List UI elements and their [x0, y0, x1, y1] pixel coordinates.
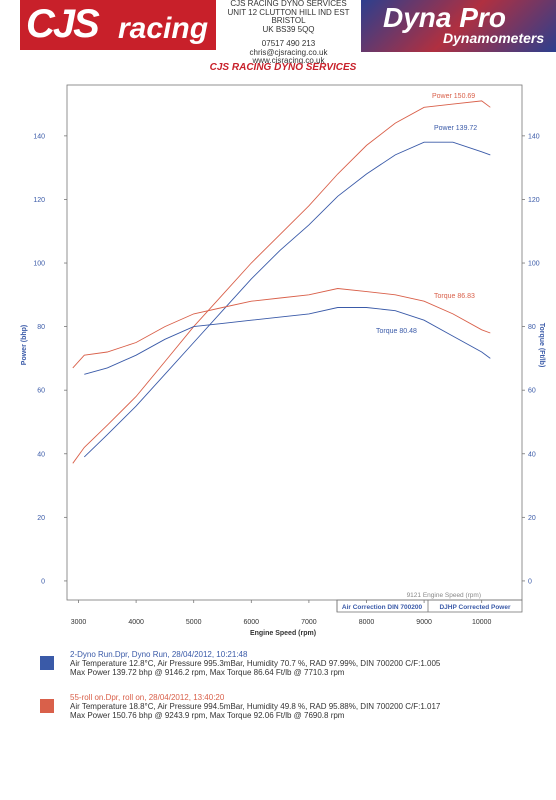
logo-text: Dynamometers [443, 30, 545, 46]
y2-axis-label: Torque (Ft/lb) [538, 323, 545, 368]
y2-tick-label: 100 [528, 261, 540, 268]
y2-tick-label: 120 [528, 197, 540, 204]
run-entry: 2-Dyno Run.Dpr, Dyno Run, 28/04/2012, 10… [40, 650, 540, 677]
series-line [72, 288, 491, 369]
footer-note: 9121 Engine Speed (rpm) [407, 592, 481, 599]
y-tick-label: 0 [41, 578, 45, 585]
footer-note: DJHP Corrected Power [439, 604, 511, 611]
y2-tick-label: 60 [528, 388, 536, 395]
x-axis-label: Engine Speed (rpm) [250, 630, 316, 637]
x-tick-label: 6000 [244, 619, 260, 626]
y2-tick-label: 80 [528, 324, 536, 331]
x-tick-label: 10000 [472, 619, 492, 626]
x-tick-label: 8000 [359, 619, 375, 626]
logo-text: CJS [26, 2, 100, 46]
y-tick-label: 20 [37, 515, 45, 522]
left-logo: CJS racing [20, 0, 216, 50]
footer-note: Air Correction DIN 700200 [342, 604, 423, 611]
y-tick-label: 100 [33, 261, 45, 268]
y-tick-label: 140 [33, 133, 45, 140]
y-tick-label: 40 [37, 451, 45, 458]
plot-frame [66, 84, 523, 601]
run-line: Air Temperature 18.8°C, Air Pressure 994… [70, 702, 441, 711]
x-tick-label: 4000 [128, 619, 144, 626]
x-tick-label: 5000 [186, 619, 202, 626]
logo-text: Dyna Pro [383, 2, 506, 33]
run-list: 2-Dyno Run.Dpr, Dyno Run, 28/04/2012, 10… [40, 650, 540, 736]
run-line: Air Temperature 12.8°C, Air Pressure 995… [70, 659, 441, 668]
y2-tick-label: 0 [528, 578, 532, 585]
y2-tick-label: 140 [528, 133, 540, 140]
series-line [83, 141, 491, 458]
address: CJS RACING DYNO SERVICES UNIT 12 CLUTTON… [216, 0, 361, 66]
address-line: BRISTOL [271, 16, 306, 25]
run-line: 55-roll on.Dpr, roll on, 28/04/2012, 13:… [70, 693, 225, 702]
address-line: CJS RACING DYNO SERVICES [230, 0, 347, 8]
series-line [84, 307, 491, 375]
run-swatch [40, 699, 54, 713]
y-axis-label: Power (bhp) [21, 325, 28, 365]
chart-title: CJS RACING DYNO SERVICES [210, 62, 357, 73]
annotation: Power 150.69 [432, 93, 475, 100]
x-tick-label: 9000 [416, 619, 432, 626]
y-tick-label: 120 [33, 197, 45, 204]
y2-tick-label: 20 [528, 515, 536, 522]
y2-tick-label: 40 [528, 451, 536, 458]
address-line: www.cjsracing.co.uk [252, 56, 325, 65]
note-box [336, 599, 523, 613]
right-logo: Dyna Pro Dynamometers [361, 0, 556, 52]
address-line: 07517 490 213 [261, 39, 316, 48]
y-tick-label: 80 [37, 324, 45, 331]
chart: CJS RACING DYNO SERVICES Engine Speed (r… [21, 62, 545, 637]
series-line [72, 100, 491, 464]
logo-text: racing [118, 12, 209, 45]
run-line: Max Power 150.76 bhp @ 9243.9 rpm, Max T… [70, 711, 345, 720]
y-tick-label: 60 [37, 388, 45, 395]
x-tick-label: 7000 [301, 619, 317, 626]
run-line: Max Power 139.72 bhp @ 9146.2 rpm, Max T… [70, 668, 345, 677]
annotation: Power 139.72 [434, 125, 477, 132]
x-tick-label: 3000 [71, 619, 87, 626]
run-swatch [40, 656, 54, 670]
annotation: Torque 80.48 [376, 328, 417, 335]
address-line: UNIT 12 CLUTTON HILL IND EST [227, 7, 350, 17]
address-line: UK BS39 5QQ [262, 24, 315, 34]
run-entry: 55-roll on.Dpr, roll on, 28/04/2012, 13:… [40, 693, 540, 720]
address-line: chris@cjsracing.co.uk [249, 47, 328, 57]
annotation: Torque 86.83 [434, 293, 475, 300]
run-line: 2-Dyno Run.Dpr, Dyno Run, 28/04/2012, 10… [70, 650, 248, 659]
